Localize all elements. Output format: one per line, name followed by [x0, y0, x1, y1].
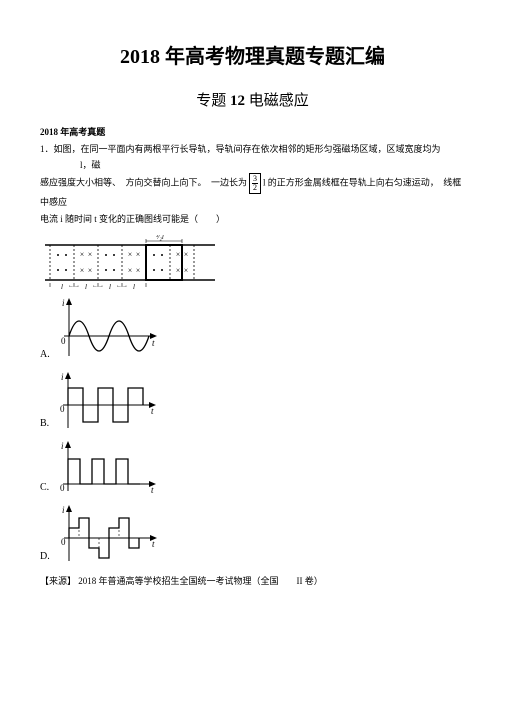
svg-text:0: 0 — [60, 483, 65, 493]
svg-text:i: i — [61, 372, 64, 382]
svg-text:0: 0 — [60, 404, 65, 414]
svg-text:×: × — [176, 266, 181, 275]
section-label: 2018 年高考真题 — [40, 125, 465, 138]
svg-text:×: × — [176, 250, 181, 259]
source-prefix: 【来源】 — [40, 576, 76, 586]
sub-title-num: 12 — [230, 93, 245, 109]
svg-text:l: l — [61, 283, 63, 290]
svg-text:l: l — [133, 283, 135, 290]
option-d-row: D. i t 0 — [40, 503, 465, 568]
problem-line3: 电流 i 随时间 t 变化的正确图线可能是（ ） — [40, 214, 225, 224]
option-b-label: B. — [40, 418, 49, 435]
sub-title: 专题 12 电磁感应 — [40, 89, 465, 110]
option-b-row: B. i t 0 — [40, 370, 465, 435]
svg-text:×: × — [88, 250, 93, 259]
svg-text:l: l — [109, 283, 111, 290]
sub-title-prefix: 专题 — [196, 93, 230, 109]
main-diagram: ×× ×× ×× ×× ×× ×× ³⁄₂l l l l l ←→ ← — [40, 235, 465, 290]
svg-text:t: t — [152, 539, 155, 549]
svg-text:i: i — [61, 441, 64, 451]
option-c-label: C. — [40, 482, 49, 499]
main-title: 2018 年高考物理真题专题汇编 — [40, 40, 465, 69]
svg-text:×: × — [80, 250, 85, 259]
svg-text:×: × — [88, 266, 93, 275]
problem-text: 1．如图，在同一平面内有两根平行长导轨，导轨间存在依次相邻的矩形匀强磁场区域，区… — [40, 141, 465, 227]
problem-line1b: l，磁 — [80, 160, 101, 170]
svg-text:×: × — [136, 266, 141, 275]
svg-text:t: t — [151, 406, 154, 416]
svg-text:l: l — [85, 283, 87, 290]
svg-text:×: × — [128, 250, 133, 259]
svg-text:i: i — [62, 505, 65, 515]
svg-text:×: × — [184, 250, 189, 259]
sub-title-text: 电磁感应 — [245, 93, 309, 109]
option-c-row: C. i t 0 — [40, 439, 465, 499]
problem-line2a: 感应强度大小相等、 方向交替向上向下。 一边长为 — [40, 178, 247, 188]
svg-text:×: × — [80, 266, 85, 275]
problem-line1a: 1．如图，在同一平面内有两根平行长导轨，导轨间存在依次相邻的矩形匀强磁场区域，区… — [40, 144, 441, 154]
option-a-label: A. — [40, 349, 50, 366]
option-d-graph: i t 0 — [54, 503, 164, 568]
svg-text:t: t — [152, 338, 155, 348]
svg-text:×: × — [136, 250, 141, 259]
svg-text:←→: ←→ — [92, 283, 104, 289]
option-c-graph: i t 0 — [53, 439, 163, 499]
option-d-label: D. — [40, 551, 50, 568]
svg-text:←→: ←→ — [116, 283, 128, 289]
svg-text:i: i — [62, 298, 65, 308]
svg-text:×: × — [128, 266, 133, 275]
svg-text:0: 0 — [61, 336, 66, 346]
svg-text:←→: ←→ — [68, 283, 80, 289]
fraction-3-2: 32 — [249, 173, 261, 194]
svg-text:0: 0 — [61, 537, 66, 547]
svg-text:t: t — [151, 485, 154, 495]
svg-text:×: × — [184, 266, 189, 275]
source-line: 【来源】 2018 年普通高等学校招生全国统一考试物理（全国 II 卷） — [40, 574, 465, 587]
source-text: 2018 年普通高等学校招生全国统一考试物理（全国 II 卷） — [78, 576, 323, 586]
option-a-row: A. i t 0 — [40, 296, 465, 366]
option-b-graph: i t 0 — [53, 370, 163, 435]
svg-text:³⁄₂l: ³⁄₂l — [156, 235, 164, 241]
option-a-graph: i t 0 — [54, 296, 164, 366]
